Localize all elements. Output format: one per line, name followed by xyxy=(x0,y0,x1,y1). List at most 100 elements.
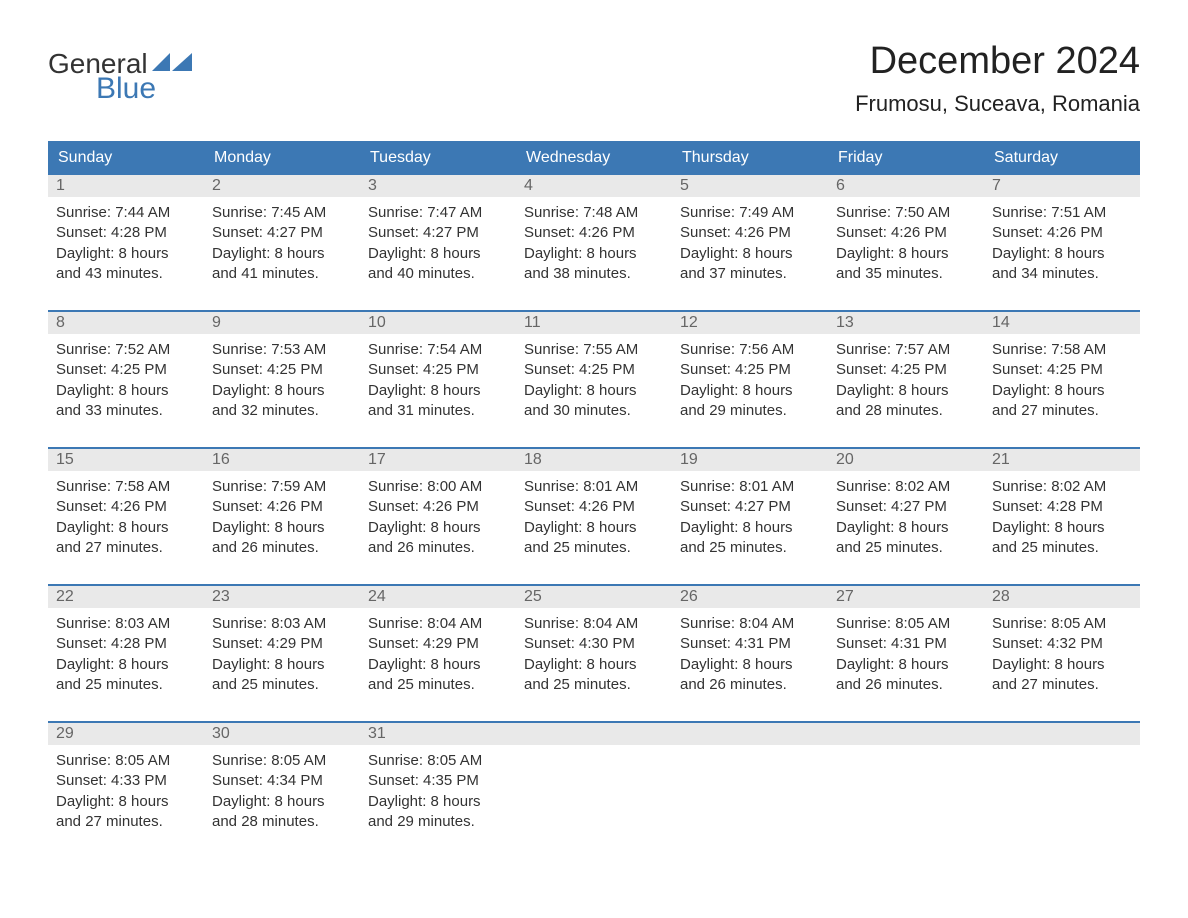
day-number-empty xyxy=(984,723,1140,745)
daylight-line2: and 26 minutes. xyxy=(212,538,352,558)
day-number: 28 xyxy=(984,586,1140,608)
day-content: Sunrise: 7:52 AMSunset: 4:25 PMDaylight:… xyxy=(48,334,204,427)
day-number: 4 xyxy=(516,175,672,197)
day-content: Sunrise: 7:51 AMSunset: 4:26 PMDaylight:… xyxy=(984,197,1140,290)
daylight-line1: Daylight: 8 hours xyxy=(56,792,196,812)
sunrise-text: Sunrise: 8:02 AM xyxy=(992,477,1132,497)
daylight-line2: and 26 minutes. xyxy=(836,675,976,695)
day-number: 15 xyxy=(48,449,204,471)
day-content: Sunrise: 7:59 AMSunset: 4:26 PMDaylight:… xyxy=(204,471,360,564)
daylight-line2: and 38 minutes. xyxy=(524,264,664,284)
sunrise-text: Sunrise: 8:05 AM xyxy=(212,751,352,771)
daylight-line1: Daylight: 8 hours xyxy=(680,381,820,401)
sunset-text: Sunset: 4:26 PM xyxy=(368,497,508,517)
sunset-text: Sunset: 4:25 PM xyxy=(56,360,196,380)
daylight-line2: and 41 minutes. xyxy=(212,264,352,284)
day-number: 19 xyxy=(672,449,828,471)
sunset-text: Sunset: 4:33 PM xyxy=(56,771,196,791)
weeks-container: 1Sunrise: 7:44 AMSunset: 4:28 PMDaylight… xyxy=(48,175,1140,838)
day-number: 13 xyxy=(828,312,984,334)
sunset-text: Sunset: 4:25 PM xyxy=(524,360,664,380)
day-content: Sunrise: 8:01 AMSunset: 4:26 PMDaylight:… xyxy=(516,471,672,564)
day-cell: 3Sunrise: 7:47 AMSunset: 4:27 PMDaylight… xyxy=(360,175,516,290)
day-cell xyxy=(672,723,828,838)
daylight-line2: and 29 minutes. xyxy=(368,812,508,832)
day-cell: 15Sunrise: 7:58 AMSunset: 4:26 PMDayligh… xyxy=(48,449,204,564)
daylight-line1: Daylight: 8 hours xyxy=(368,655,508,675)
daylight-line1: Daylight: 8 hours xyxy=(524,518,664,538)
month-title: December 2024 xyxy=(855,40,1140,83)
day-content: Sunrise: 8:05 AMSunset: 4:33 PMDaylight:… xyxy=(48,745,204,838)
sunrise-text: Sunrise: 7:58 AM xyxy=(992,340,1132,360)
daylight-line2: and 25 minutes. xyxy=(680,538,820,558)
day-content: Sunrise: 8:01 AMSunset: 4:27 PMDaylight:… xyxy=(672,471,828,564)
daylight-line1: Daylight: 8 hours xyxy=(992,381,1132,401)
daylight-line1: Daylight: 8 hours xyxy=(992,244,1132,264)
day-number-empty xyxy=(672,723,828,745)
day-number-empty xyxy=(516,723,672,745)
day-content: Sunrise: 8:04 AMSunset: 4:31 PMDaylight:… xyxy=(672,608,828,701)
day-cell: 16Sunrise: 7:59 AMSunset: 4:26 PMDayligh… xyxy=(204,449,360,564)
sunrise-text: Sunrise: 7:53 AM xyxy=(212,340,352,360)
week-row: 29Sunrise: 8:05 AMSunset: 4:33 PMDayligh… xyxy=(48,721,1140,838)
daylight-line2: and 30 minutes. xyxy=(524,401,664,421)
sunset-text: Sunset: 4:25 PM xyxy=(680,360,820,380)
sunset-text: Sunset: 4:25 PM xyxy=(836,360,976,380)
day-content: Sunrise: 8:03 AMSunset: 4:29 PMDaylight:… xyxy=(204,608,360,701)
sunset-text: Sunset: 4:35 PM xyxy=(368,771,508,791)
daylight-line2: and 27 minutes. xyxy=(992,401,1132,421)
daylight-line2: and 27 minutes. xyxy=(56,538,196,558)
day-content: Sunrise: 8:02 AMSunset: 4:27 PMDaylight:… xyxy=(828,471,984,564)
day-cell: 6Sunrise: 7:50 AMSunset: 4:26 PMDaylight… xyxy=(828,175,984,290)
day-content: Sunrise: 8:04 AMSunset: 4:30 PMDaylight:… xyxy=(516,608,672,701)
daylight-line2: and 25 minutes. xyxy=(836,538,976,558)
day-content: Sunrise: 7:56 AMSunset: 4:25 PMDaylight:… xyxy=(672,334,828,427)
day-header-sunday: Sunday xyxy=(48,141,204,175)
sunrise-text: Sunrise: 8:04 AM xyxy=(524,614,664,634)
day-cell: 19Sunrise: 8:01 AMSunset: 4:27 PMDayligh… xyxy=(672,449,828,564)
day-cell: 23Sunrise: 8:03 AMSunset: 4:29 PMDayligh… xyxy=(204,586,360,701)
day-number: 23 xyxy=(204,586,360,608)
day-number: 10 xyxy=(360,312,516,334)
day-content: Sunrise: 7:55 AMSunset: 4:25 PMDaylight:… xyxy=(516,334,672,427)
day-cell: 14Sunrise: 7:58 AMSunset: 4:25 PMDayligh… xyxy=(984,312,1140,427)
daylight-line1: Daylight: 8 hours xyxy=(368,518,508,538)
day-content: Sunrise: 7:58 AMSunset: 4:25 PMDaylight:… xyxy=(984,334,1140,427)
sunrise-text: Sunrise: 7:45 AM xyxy=(212,203,352,223)
day-cell: 12Sunrise: 7:56 AMSunset: 4:25 PMDayligh… xyxy=(672,312,828,427)
calendar: Sunday Monday Tuesday Wednesday Thursday… xyxy=(48,141,1140,838)
week-row: 1Sunrise: 7:44 AMSunset: 4:28 PMDaylight… xyxy=(48,175,1140,290)
day-number: 18 xyxy=(516,449,672,471)
day-header-tuesday: Tuesday xyxy=(360,141,516,175)
day-cell: 8Sunrise: 7:52 AMSunset: 4:25 PMDaylight… xyxy=(48,312,204,427)
sunrise-text: Sunrise: 7:57 AM xyxy=(836,340,976,360)
day-cell: 10Sunrise: 7:54 AMSunset: 4:25 PMDayligh… xyxy=(360,312,516,427)
day-number: 2 xyxy=(204,175,360,197)
week-row: 15Sunrise: 7:58 AMSunset: 4:26 PMDayligh… xyxy=(48,447,1140,564)
sunrise-text: Sunrise: 8:03 AM xyxy=(212,614,352,634)
day-cell: 21Sunrise: 8:02 AMSunset: 4:28 PMDayligh… xyxy=(984,449,1140,564)
day-cell xyxy=(984,723,1140,838)
sunset-text: Sunset: 4:28 PM xyxy=(56,223,196,243)
day-cell: 5Sunrise: 7:49 AMSunset: 4:26 PMDaylight… xyxy=(672,175,828,290)
day-number: 16 xyxy=(204,449,360,471)
sunrise-text: Sunrise: 8:01 AM xyxy=(524,477,664,497)
day-content: Sunrise: 7:45 AMSunset: 4:27 PMDaylight:… xyxy=(204,197,360,290)
daylight-line1: Daylight: 8 hours xyxy=(212,518,352,538)
day-number: 31 xyxy=(360,723,516,745)
sunrise-text: Sunrise: 7:47 AM xyxy=(368,203,508,223)
day-number: 21 xyxy=(984,449,1140,471)
sunset-text: Sunset: 4:25 PM xyxy=(368,360,508,380)
day-cell: 28Sunrise: 8:05 AMSunset: 4:32 PMDayligh… xyxy=(984,586,1140,701)
day-number: 30 xyxy=(204,723,360,745)
sunset-text: Sunset: 4:28 PM xyxy=(992,497,1132,517)
daylight-line2: and 35 minutes. xyxy=(836,264,976,284)
day-content: Sunrise: 7:47 AMSunset: 4:27 PMDaylight:… xyxy=(360,197,516,290)
daylight-line1: Daylight: 8 hours xyxy=(368,244,508,264)
day-number: 12 xyxy=(672,312,828,334)
day-header-thursday: Thursday xyxy=(672,141,828,175)
day-number: 25 xyxy=(516,586,672,608)
daylight-line2: and 37 minutes. xyxy=(680,264,820,284)
sunrise-text: Sunrise: 8:05 AM xyxy=(836,614,976,634)
daylight-line1: Daylight: 8 hours xyxy=(836,381,976,401)
